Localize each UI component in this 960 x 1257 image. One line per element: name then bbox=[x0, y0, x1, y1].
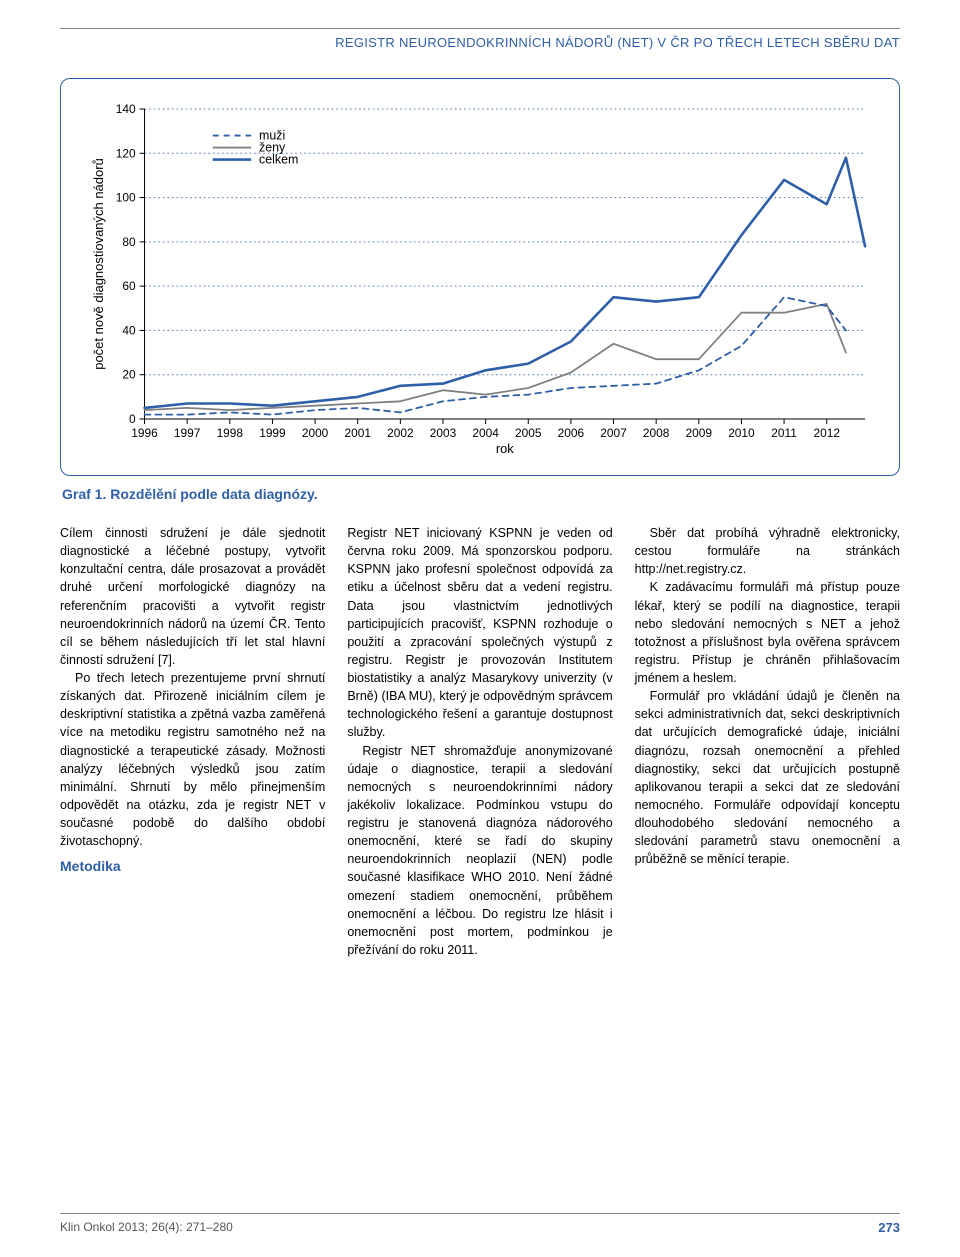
svg-text:2007: 2007 bbox=[600, 426, 627, 440]
svg-text:40: 40 bbox=[122, 323, 136, 337]
svg-text:celkem: celkem bbox=[259, 153, 298, 167]
svg-text:2003: 2003 bbox=[430, 426, 457, 440]
paragraph: Cílem činnosti sdružení je dále sjednoti… bbox=[60, 524, 325, 669]
svg-text:rok: rok bbox=[496, 441, 514, 456]
running-head: REGISTR NEUROENDOKRINNÍCH NÁDORŮ (NET) V… bbox=[60, 28, 900, 50]
paragraph: K zadávacímu formuláři má přístup pouze … bbox=[635, 578, 900, 687]
svg-text:2001: 2001 bbox=[344, 426, 371, 440]
svg-text:2006: 2006 bbox=[558, 426, 585, 440]
svg-text:2005: 2005 bbox=[515, 426, 542, 440]
page-footer: Klin Onkol 2013; 26(4): 271–280 273 bbox=[60, 1213, 900, 1235]
svg-text:2004: 2004 bbox=[472, 426, 499, 440]
svg-text:140: 140 bbox=[116, 102, 136, 116]
svg-text:2009: 2009 bbox=[686, 426, 713, 440]
svg-text:1999: 1999 bbox=[259, 426, 286, 440]
svg-text:počet nově diagnostiovaných ná: počet nově diagnostiovaných nádorů bbox=[91, 158, 106, 370]
body-text: Cílem činnosti sdružení je dále sjednoti… bbox=[60, 524, 900, 959]
paragraph: Formulář pro vkládání údajů je členěn na… bbox=[635, 687, 900, 868]
chart-caption: Graf 1. Rozdělění podle data diagnózy. bbox=[62, 486, 900, 502]
svg-text:0: 0 bbox=[129, 412, 136, 426]
paragraph: Registr NET shromažďuje anonymizované úd… bbox=[347, 742, 612, 960]
svg-text:1996: 1996 bbox=[131, 426, 158, 440]
chart-container: 0 20 40 60 80 100 120 140 1996 1997 1998 1999 2000 20… bbox=[60, 78, 900, 476]
line-chart: 0 20 40 60 80 100 120 140 1996 1997 1998 1999 2000 20… bbox=[83, 101, 877, 461]
paragraph: Registr NET iniciovaný KSPNN je veden od… bbox=[347, 524, 612, 742]
svg-text:2012: 2012 bbox=[813, 426, 840, 440]
svg-text:2008: 2008 bbox=[643, 426, 670, 440]
paragraph: Po třech letech prezentujeme první shrnu… bbox=[60, 669, 325, 850]
svg-text:20: 20 bbox=[122, 368, 136, 382]
svg-text:2011: 2011 bbox=[771, 426, 797, 440]
svg-text:2000: 2000 bbox=[302, 426, 329, 440]
svg-text:100: 100 bbox=[116, 191, 136, 205]
paragraph: Sběr dat probíhá výhradně elektronicky, … bbox=[635, 524, 900, 578]
svg-text:80: 80 bbox=[122, 235, 136, 249]
svg-text:1998: 1998 bbox=[217, 426, 244, 440]
page-number: 273 bbox=[878, 1220, 900, 1235]
svg-text:60: 60 bbox=[122, 279, 136, 293]
svg-text:1997: 1997 bbox=[174, 426, 201, 440]
svg-text:2010: 2010 bbox=[728, 426, 755, 440]
svg-text:120: 120 bbox=[116, 146, 136, 160]
journal-ref: Klin Onkol 2013; 26(4): 271–280 bbox=[60, 1220, 233, 1235]
svg-text:2002: 2002 bbox=[387, 426, 414, 440]
section-heading: Metodika bbox=[60, 856, 325, 876]
